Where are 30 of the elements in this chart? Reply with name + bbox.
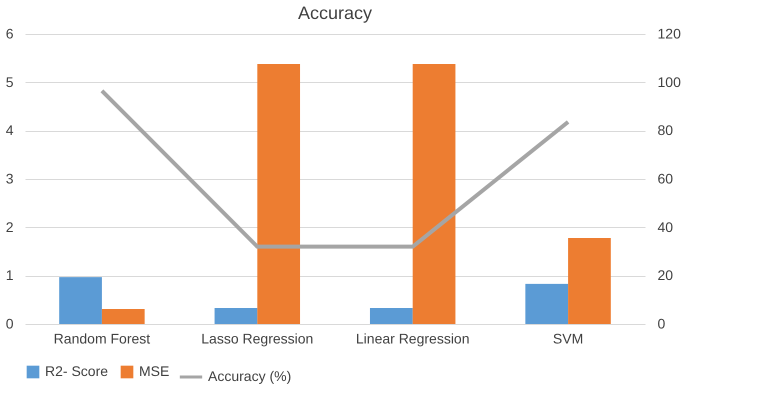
x-tick-label: Linear Regression xyxy=(356,330,470,346)
y-tick-label: 1 xyxy=(6,267,14,284)
y2-tick-label: 0 xyxy=(658,316,666,332)
y-tick-label: 2 xyxy=(6,218,14,235)
y2-tick-label: 120 xyxy=(658,26,682,42)
legend-label: MSE xyxy=(139,363,170,379)
y-tick-label: 5 xyxy=(6,74,14,90)
bar xyxy=(59,277,102,324)
bar xyxy=(102,309,145,324)
y2-tick-label: 100 xyxy=(658,74,682,90)
y2-tick-label: 40 xyxy=(658,218,674,235)
bar xyxy=(214,308,258,324)
bar xyxy=(568,238,611,324)
bar xyxy=(412,64,456,324)
x-tick-label: SVM xyxy=(552,330,584,346)
y-tick-label: 4 xyxy=(6,122,14,138)
y-tick-label: 6 xyxy=(6,26,14,42)
x-tick-label: Random Forest xyxy=(54,330,150,346)
bar xyxy=(370,308,413,324)
y-tick-label: 3 xyxy=(6,170,14,186)
bar xyxy=(525,284,568,324)
bar xyxy=(257,64,300,324)
y2-tick-label: 60 xyxy=(658,170,674,186)
y-tick-label: 0 xyxy=(6,316,14,332)
y2-tick-label: 80 xyxy=(658,122,674,138)
x-tick-label: Lasso Regression xyxy=(201,330,314,346)
legend-label: R2- Score xyxy=(45,363,108,379)
chart-title: Accuracy xyxy=(298,3,372,23)
legend-label: Accuracy (%) xyxy=(208,368,292,384)
y2-tick-label: 20 xyxy=(658,267,674,284)
